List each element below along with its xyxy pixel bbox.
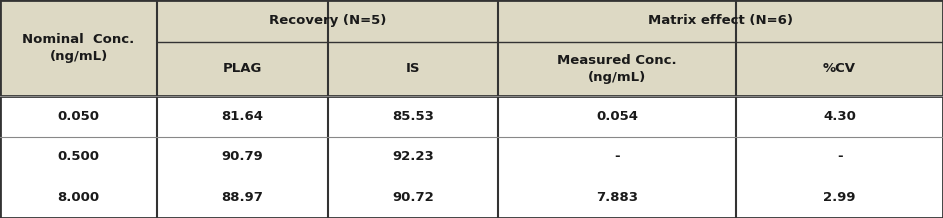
Text: 90.79: 90.79 [222, 150, 263, 164]
Text: 8.000: 8.000 [58, 191, 100, 204]
Text: 88.97: 88.97 [222, 191, 263, 204]
Text: 0.050: 0.050 [58, 110, 100, 123]
Text: 0.054: 0.054 [596, 110, 638, 123]
Bar [0, 0, 943, 96]
Text: 92.23: 92.23 [392, 150, 434, 164]
Text: 81.64: 81.64 [222, 110, 263, 123]
Text: Recovery (N=5): Recovery (N=5) [269, 14, 387, 27]
Text: %CV: %CV [823, 62, 856, 75]
Text: 0.500: 0.500 [58, 150, 100, 164]
Text: Matrix effect (N=6): Matrix effect (N=6) [648, 14, 793, 27]
Text: PLAG: PLAG [223, 62, 262, 75]
Text: 2.99: 2.99 [823, 191, 856, 204]
Text: -: - [615, 150, 620, 164]
Bar [0, 96, 943, 218]
Text: -: - [836, 150, 842, 164]
Text: 85.53: 85.53 [392, 110, 434, 123]
Text: Nominal  Conc.
(ng/mL): Nominal Conc. (ng/mL) [23, 33, 135, 63]
Text: IS: IS [405, 62, 421, 75]
Text: 7.883: 7.883 [596, 191, 638, 204]
Text: 90.72: 90.72 [392, 191, 434, 204]
Text: Measured Conc.
(ng/mL): Measured Conc. (ng/mL) [557, 54, 677, 84]
Text: 4.30: 4.30 [823, 110, 856, 123]
